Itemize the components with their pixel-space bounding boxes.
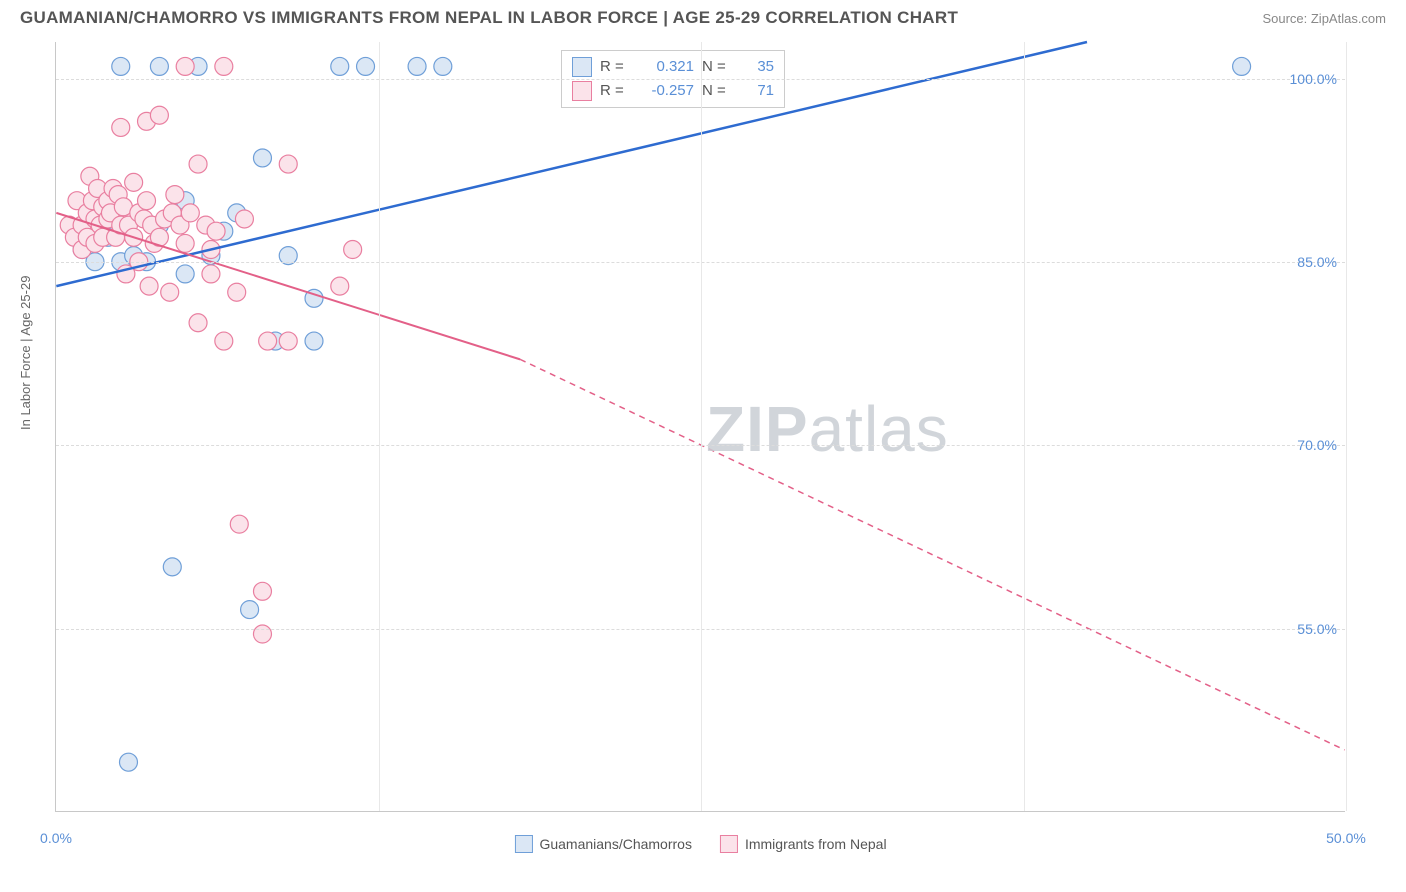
x-tick-label: 50.0% bbox=[1326, 830, 1366, 846]
stats-n-label: N = bbox=[702, 79, 732, 103]
swatch-pink bbox=[572, 81, 592, 101]
scatter-point-pink bbox=[150, 106, 168, 124]
legend-label: Guamanians/Chamorros bbox=[539, 836, 692, 852]
scatter-point-pink bbox=[202, 265, 220, 283]
y-tick-label: 70.0% bbox=[1297, 437, 1337, 453]
scatter-point-pink bbox=[207, 222, 225, 240]
gridline-vertical bbox=[1346, 42, 1347, 811]
scatter-point-pink bbox=[176, 234, 194, 252]
gridline-vertical bbox=[1024, 42, 1025, 811]
stats-row-blue: R = 0.321 N = 35 bbox=[572, 55, 774, 79]
stats-r-value: 0.321 bbox=[638, 55, 694, 79]
scatter-point-pink bbox=[125, 173, 143, 191]
scatter-point-blue bbox=[112, 57, 130, 75]
scatter-point-blue bbox=[1233, 57, 1251, 75]
legend-item-pink: Immigrants from Nepal bbox=[720, 835, 887, 853]
scatter-point-blue bbox=[331, 57, 349, 75]
y-tick-label: 85.0% bbox=[1297, 254, 1337, 270]
legend-bottom: Guamanians/Chamorros Immigrants from Nepa… bbox=[514, 835, 886, 853]
scatter-point-pink bbox=[138, 192, 156, 210]
y-tick-label: 55.0% bbox=[1297, 621, 1337, 637]
scatter-point-pink bbox=[235, 210, 253, 228]
scatter-point-pink bbox=[215, 332, 233, 350]
scatter-point-pink bbox=[176, 57, 194, 75]
scatter-point-blue bbox=[408, 57, 426, 75]
legend-item-blue: Guamanians/Chamorros bbox=[514, 835, 692, 853]
scatter-point-blue bbox=[119, 753, 137, 771]
y-axis-label: In Labor Force | Age 25-29 bbox=[18, 276, 33, 430]
scatter-point-pink bbox=[331, 277, 349, 295]
scatter-point-pink bbox=[181, 204, 199, 222]
legend-swatch-pink bbox=[720, 835, 738, 853]
gridline-vertical bbox=[379, 42, 380, 811]
legend-swatch-blue bbox=[514, 835, 532, 853]
stats-row-pink: R = -0.257 N = 71 bbox=[572, 79, 774, 103]
x-tick-label: 0.0% bbox=[40, 830, 72, 846]
scatter-point-pink bbox=[215, 57, 233, 75]
scatter-point-blue bbox=[253, 149, 271, 167]
scatter-chart: R =0.321N =35R =-0.257N =71 ZIPatlas Gua… bbox=[55, 42, 1345, 812]
scatter-point-blue bbox=[434, 57, 452, 75]
chart-header: GUAMANIAN/CHAMORRO VS IMMIGRANTS FROM NE… bbox=[0, 0, 1406, 32]
stats-n-value: 71 bbox=[740, 79, 774, 103]
scatter-point-pink bbox=[230, 515, 248, 533]
scatter-point-pink bbox=[112, 118, 130, 136]
source-attribution: Source: ZipAtlas.com bbox=[1262, 11, 1386, 26]
scatter-point-blue bbox=[357, 57, 375, 75]
scatter-point-pink bbox=[189, 155, 207, 173]
scatter-point-pink bbox=[161, 283, 179, 301]
legend-label: Immigrants from Nepal bbox=[745, 836, 887, 852]
stats-n-label: N = bbox=[702, 55, 732, 79]
scatter-point-blue bbox=[176, 265, 194, 283]
scatter-point-pink bbox=[228, 283, 246, 301]
stats-n-value: 35 bbox=[740, 55, 774, 79]
swatch-blue bbox=[572, 57, 592, 77]
source-value: ZipAtlas.com bbox=[1311, 11, 1386, 26]
chart-title: GUAMANIAN/CHAMORRO VS IMMIGRANTS FROM NE… bbox=[20, 8, 958, 28]
stats-r-label: R = bbox=[600, 55, 630, 79]
scatter-point-pink bbox=[344, 241, 362, 259]
stats-r-value: -0.257 bbox=[638, 79, 694, 103]
scatter-point-pink bbox=[166, 186, 184, 204]
trend-line-dashed-pink bbox=[520, 359, 1345, 750]
gridline-vertical bbox=[701, 42, 702, 811]
scatter-point-pink bbox=[279, 155, 297, 173]
scatter-point-pink bbox=[140, 277, 158, 295]
scatter-point-pink bbox=[259, 332, 277, 350]
scatter-point-pink bbox=[189, 314, 207, 332]
scatter-point-blue bbox=[150, 57, 168, 75]
scatter-point-pink bbox=[279, 332, 297, 350]
scatter-point-blue bbox=[163, 558, 181, 576]
scatter-point-pink bbox=[253, 582, 271, 600]
scatter-point-blue bbox=[305, 332, 323, 350]
y-tick-label: 100.0% bbox=[1290, 71, 1337, 87]
source-label: Source: bbox=[1262, 11, 1310, 26]
scatter-point-blue bbox=[241, 601, 259, 619]
stats-r-label: R = bbox=[600, 79, 630, 103]
